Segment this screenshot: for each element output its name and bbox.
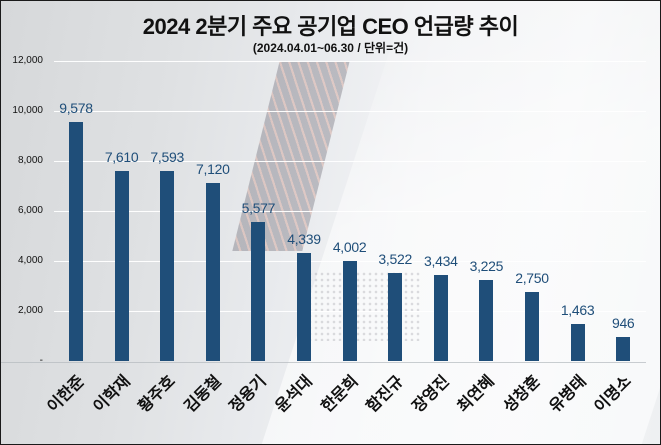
y-axis-tick-label: 10,000 [12,105,43,116]
x-axis-category-label: 함진규 [363,372,407,417]
x-axis-category-label: 이한준 [44,372,88,417]
bar [479,280,494,361]
bar-value-label: 4,339 [287,230,321,247]
bar-value-label: 2,750 [515,270,549,287]
x-axis-category-label: 황주호 [135,372,179,417]
bar-value-label: 3,434 [424,253,458,270]
bar-value-label: 3,225 [469,258,504,275]
background-suit-lapel [249,1,660,444]
bar-value-label: 1,463 [560,302,595,319]
bar [570,324,585,361]
bar [297,252,311,361]
y-axis-tick-label: 6,000 [17,205,43,216]
background-pocket-square [301,271,421,341]
gridline [54,111,646,112]
bar-value-label: 7,610 [104,148,139,165]
bar-value-label: 3,522 [378,250,412,267]
bar [114,170,129,361]
y-axis-tick-label: 8,000 [17,155,43,166]
x-axis-category-label: 한문희 [318,372,362,417]
x-axis-category-label: 장영진 [409,372,453,417]
bar [69,121,83,361]
bar-value-label: 7,593 [150,149,184,166]
bar [160,171,175,361]
bar [205,183,220,361]
x-axis-category-label: 이학재 [90,372,134,417]
background-tie [232,61,350,251]
chart-title: 2024 2분기 주요 공기업 CEO 언급량 추이 [142,14,519,39]
chart-subtitle: (2024.04.01~06.30 / 단위=건) [252,41,409,55]
x-axis-category-label: 김동철 [181,372,225,417]
y-axis-tick-label: 2,000 [17,305,43,316]
bar [342,260,357,361]
y-axis-tick-label: 12,000 [12,55,43,66]
bar [251,221,266,361]
x-axis-baseline [1,362,646,363]
bar [433,275,448,361]
x-axis-category-label: 유병태 [546,372,590,417]
bar-value-label: 5,577 [241,199,276,216]
gridline [54,161,646,162]
bar-value-label: 946 [611,315,635,332]
x-axis-category-label: 최연혜 [454,372,499,417]
x-axis-category-label: 성창훈 [500,372,544,417]
x-axis-category-label: 정용기 [226,372,271,417]
x-axis-category-label: 윤석대 [272,372,316,417]
bar-value-label: 7,120 [196,161,230,177]
bar-value-label: 9,578 [59,99,93,116]
x-axis-category-label: 이명소 [591,372,635,417]
bar [616,337,631,361]
y-axis-tick-label: 4,000 [17,255,43,266]
bar [388,272,403,361]
gridline [54,211,646,212]
gridline [54,61,646,62]
y-axis-tick-label: - [39,355,43,366]
bar-value-label: 4,002 [332,238,367,255]
bar [525,292,539,361]
